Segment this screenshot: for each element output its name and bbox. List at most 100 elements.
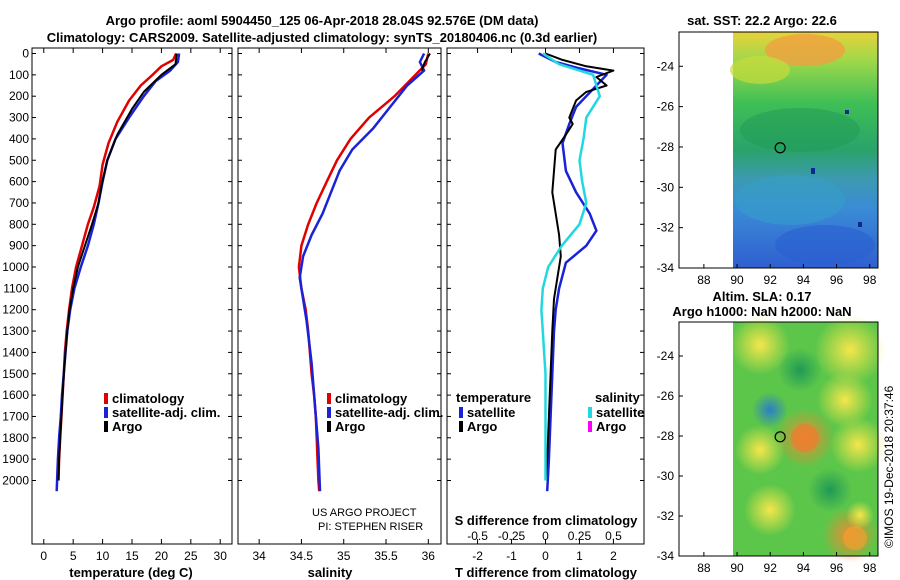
sst-pixel [858, 222, 862, 227]
sla-blob [830, 417, 886, 473]
legend-label-s-satellite: satellite [596, 405, 644, 420]
series-line-argo [57, 53, 178, 481]
map-y-tick-label: -32 [657, 221, 675, 235]
legend-swatch-s-argo [588, 421, 592, 432]
x-tick-label: 1 [576, 549, 583, 563]
depth-tick-label: 1600 [2, 388, 29, 402]
x-tick-label: 20 [155, 549, 169, 563]
sst-pixel [811, 168, 815, 174]
sla-map-title: Altim. SLA: 0.17 [713, 289, 812, 304]
salinity-panel [237, 47, 442, 545]
map-frame [678, 31, 879, 269]
difference-plot: -2 -1 0 1 2 -0.5 -0.25 0 0.25 0.5 [467, 48, 622, 563]
sst-cool-patch [740, 108, 860, 152]
legend-label-s-argo: Argo [596, 419, 626, 434]
map-y-tick-label: -26 [657, 389, 675, 403]
map-x-tick-label: 92 [764, 273, 778, 287]
difference-xlabel-top: S difference from climatology [455, 513, 639, 528]
sla-blob [791, 424, 819, 452]
map-x-tick-label: 94 [797, 561, 811, 575]
depth-tick-label: 1000 [2, 260, 29, 274]
map-frame [678, 321, 879, 557]
imos-stamp: ©IMOS 19-Dec-2018 20:37:46 [882, 385, 896, 548]
legend-title-temperature: temperature [456, 390, 531, 405]
map-x-tick-label: 98 [863, 561, 877, 575]
sst-map-title: sat. SST: 22.2 Argo: 22.6 [687, 13, 837, 28]
x-tick-label: 35.5 [374, 549, 398, 563]
depth-tick-label: 1500 [2, 367, 29, 381]
temperature-panel [31, 47, 233, 545]
x-tick-label: 25 [184, 549, 198, 563]
map-y-tick-label: -24 [657, 349, 675, 363]
salinity-legend: climatology satellite-adj. clim. Argo [327, 391, 443, 434]
x-tick-label: 34 [252, 549, 266, 563]
map-x-tick-label: 90 [730, 273, 744, 287]
legend-label-argo: Argo [335, 419, 365, 434]
map-x-tick-label: 88 [697, 273, 711, 287]
legend-label-satellite: satellite-adj. clim. [335, 405, 443, 420]
credit-project: US ARGO PROJECT [312, 507, 417, 519]
header-line-2: Climatology: CARS2009. Satellite-adjuste… [47, 30, 598, 45]
depth-tick-label: 800 [9, 217, 29, 231]
sst-pixel [845, 110, 849, 114]
sst-map-land [679, 32, 733, 268]
map-y-tick-label: -30 [657, 469, 675, 483]
sst-cool-patch [735, 175, 845, 225]
depth-tick-label: 900 [9, 239, 29, 253]
depth-tick-label: 100 [9, 68, 29, 82]
series-line-t-argo [544, 52, 615, 481]
legend-title-salinity: salinity [595, 390, 641, 405]
x-tick-label: 10 [96, 549, 110, 563]
legend-label-climatology: climatology [112, 391, 185, 406]
sst-cold-patch [775, 225, 875, 265]
salinity-plot: 34 34.5 35 35.5 36 [252, 48, 435, 563]
temperature-legend: climatology satellite-adj. clim. Argo [104, 391, 220, 434]
depth-tick-label: 1200 [2, 303, 29, 317]
x-tick-label-top: 0.25 [568, 529, 592, 543]
legend-label-t-satellite: satellite [467, 405, 515, 420]
depth-tick-label: 600 [9, 175, 29, 189]
legend-label-argo: Argo [112, 419, 142, 434]
sla-blob [817, 372, 873, 428]
legend-label-satellite: satellite-adj. clim. [112, 405, 220, 420]
argo-position-marker [774, 431, 786, 443]
sla-blob [808, 468, 852, 512]
sla-blob [744, 484, 796, 536]
legend-swatch-s-satellite [588, 407, 592, 418]
x-tick-label: 0 [40, 549, 47, 563]
sla-map-subtitle: Argo h1000: NaN h2000: NaN [672, 304, 851, 319]
map-x-tick-label: 98 [863, 273, 877, 287]
map-x-tick-label: 90 [730, 561, 744, 575]
depth-tick-label: 1800 [2, 431, 29, 445]
depth-tick-label: 200 [9, 89, 29, 103]
depth-tick-label: 1900 [2, 452, 29, 466]
map-y-tick-label: -32 [657, 509, 675, 523]
salinity-xlabel: salinity [308, 565, 354, 580]
map-y-tick-label: -24 [657, 59, 675, 73]
depth-tick-label: 300 [9, 111, 29, 125]
credit-pi: PI: STEPHEN RISER [318, 521, 423, 533]
series-line-s-satellite [540, 52, 602, 481]
header-line-1: Argo profile: aoml 5904450_125 06-Apr-20… [106, 13, 539, 28]
x-tick-label: 36 [422, 549, 436, 563]
map-y-tick-label: -34 [657, 261, 675, 275]
sla-blob [815, 315, 885, 385]
map-x-tick-label: 96 [830, 561, 844, 575]
legend-label-t-argo: Argo [467, 419, 497, 434]
legend-swatch-argo [104, 421, 108, 432]
legend-swatch-satellite [327, 407, 331, 418]
x-tick-label-top: -0.25 [498, 529, 526, 543]
map-y-tick-label: -30 [657, 180, 675, 194]
map-x-tick-label: 92 [764, 561, 778, 575]
temperature-plot: 0 5 10 15 20 25 30 [40, 48, 227, 563]
x-tick-label-top: 0.5 [605, 529, 622, 543]
sla-blob [735, 425, 785, 475]
sla-map-land [679, 322, 733, 556]
x-tick-label: 0 [542, 549, 549, 563]
map-y-tick-label: -34 [657, 549, 675, 563]
legend-swatch-t-argo [459, 421, 463, 432]
depth-tick-label: 1300 [2, 324, 29, 338]
map-y-tick-label: -28 [657, 429, 675, 443]
legend-swatch-argo [327, 421, 331, 432]
sla-blob [778, 348, 822, 392]
